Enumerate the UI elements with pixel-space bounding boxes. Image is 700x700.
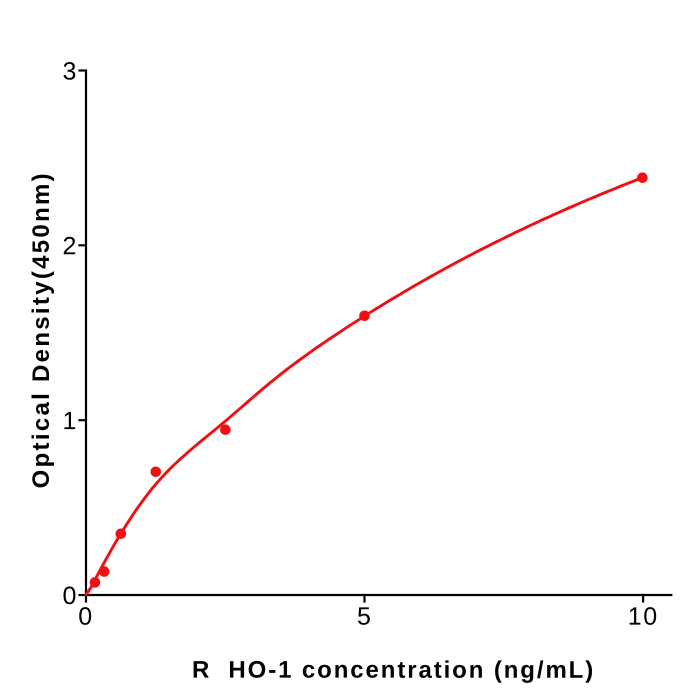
svg-text:10: 10 [628,603,659,631]
svg-text:Optical Density(450nm): Optical Density(450nm) [28,171,55,488]
svg-text:3: 3 [62,57,76,85]
svg-text:0: 0 [62,582,76,610]
svg-text:5: 5 [357,603,371,631]
svg-text:R HO-1 concentration (ng/mL): R HO-1 concentration (ng/mL) [192,657,595,684]
svg-text:0: 0 [78,603,92,631]
svg-text:1: 1 [62,407,76,435]
svg-text:2: 2 [62,232,76,260]
